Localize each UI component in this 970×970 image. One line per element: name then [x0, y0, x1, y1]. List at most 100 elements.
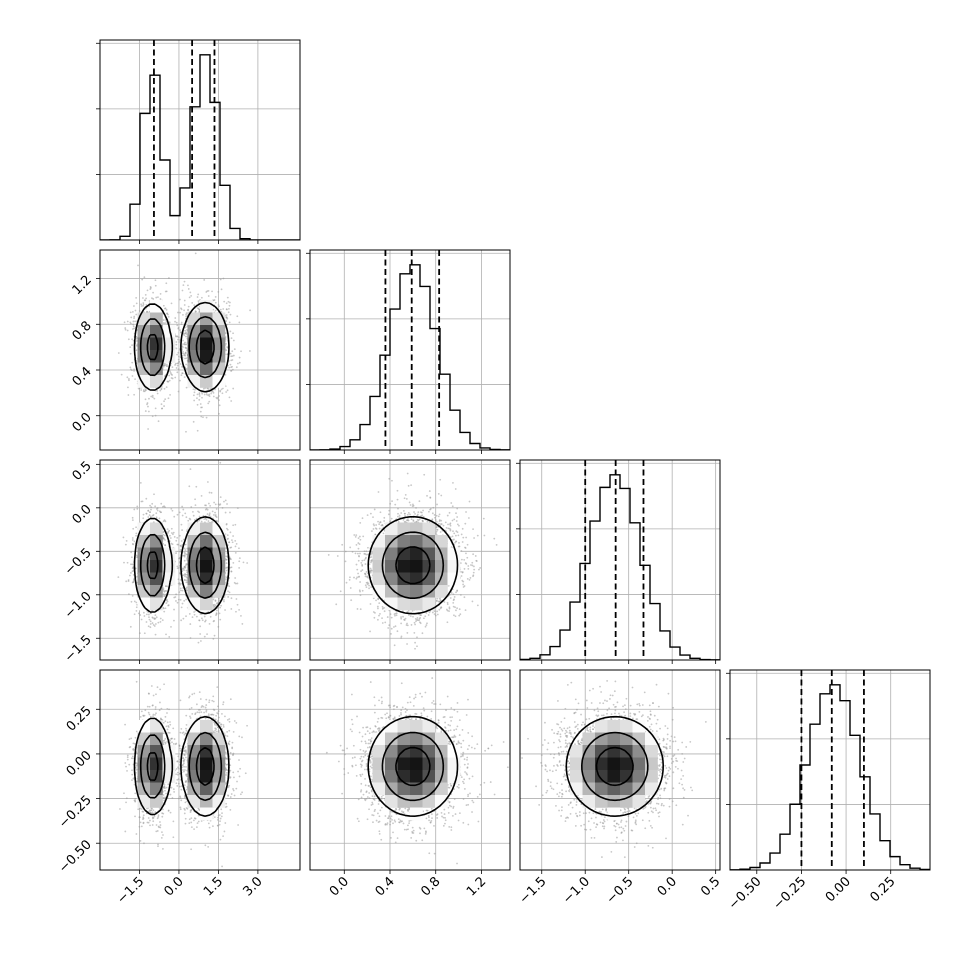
scatter-point	[232, 354, 235, 357]
scatter-point	[184, 329, 187, 332]
scatter-point	[162, 588, 165, 590]
scatter-point	[185, 516, 188, 519]
scatter-point	[151, 622, 154, 624]
scatter-point	[185, 598, 187, 601]
scatter-point	[184, 549, 187, 551]
scatter-point	[238, 361, 241, 364]
scatter-point	[219, 390, 222, 393]
scatter-point	[144, 398, 147, 401]
scatter-point	[191, 510, 194, 513]
scatter-point	[213, 501, 216, 504]
scatter-point	[212, 605, 215, 607]
scatter-point	[187, 519, 190, 522]
panel-frame	[309, 249, 511, 451]
scatter-point	[164, 364, 167, 367]
scatter-point	[131, 375, 134, 377]
scatter-point	[225, 578, 227, 581]
density-cell	[200, 337, 213, 351]
scatter-point	[198, 515, 201, 518]
scatter-point	[180, 589, 182, 592]
scatter-point	[221, 392, 224, 395]
density-cell	[162, 325, 176, 338]
scatter-point	[154, 407, 157, 410]
scatter-point	[206, 387, 209, 390]
scatter-point	[176, 353, 178, 356]
scatter-point	[178, 361, 180, 363]
scatter-point	[218, 395, 221, 397]
scatter-point	[208, 395, 211, 398]
scatter-point	[142, 302, 145, 304]
panel-frame	[99, 249, 301, 451]
scatter-point	[156, 392, 159, 395]
scatter-point	[238, 557, 241, 560]
scatter-point	[152, 617, 154, 619]
scatter-point	[160, 403, 163, 406]
scatter-point	[187, 305, 190, 308]
scatter-point	[200, 415, 203, 418]
scatter-point	[135, 532, 138, 535]
scatter-point	[201, 406, 203, 409]
scatter-point	[228, 366, 231, 369]
scatter-point	[164, 290, 167, 293]
scatter-point	[238, 609, 241, 611]
scatter-point	[185, 312, 188, 315]
scatter-point	[246, 562, 249, 564]
scatter-point	[125, 580, 128, 583]
scatter-point	[155, 616, 158, 619]
scatter-point	[182, 343, 184, 346]
scatter-point	[174, 376, 177, 379]
scatter-point	[181, 346, 184, 349]
scatter-point	[126, 329, 129, 332]
scatter-point	[179, 598, 182, 601]
scatter-point	[150, 395, 153, 398]
scatter-point	[214, 599, 217, 602]
scatter-point	[154, 633, 157, 636]
scatter-point	[149, 623, 152, 625]
scatter-point	[130, 563, 132, 566]
scatter-point	[153, 625, 156, 627]
scatter-point	[182, 538, 185, 541]
scatter-point	[249, 309, 251, 312]
scatter-point	[151, 396, 154, 399]
scatter-point	[143, 615, 146, 617]
scatter-point	[200, 617, 203, 620]
scatter-point	[182, 339, 184, 342]
scatter-point	[194, 504, 197, 507]
scatter-point	[208, 400, 211, 403]
scatter-point	[136, 508, 139, 510]
scatter-point	[183, 559, 186, 562]
scatter-point	[142, 513, 145, 516]
scatter-point	[161, 407, 163, 410]
scatter-point	[219, 461, 222, 464]
scatter-point	[176, 601, 179, 604]
scatter-point	[140, 303, 143, 306]
scatter-point	[199, 410, 202, 413]
scatter-point	[169, 372, 172, 374]
scatter-point	[175, 600, 177, 602]
scatter-point	[165, 308, 168, 311]
scatter-point	[151, 415, 154, 418]
scatter-point	[222, 277, 225, 280]
scatter-point	[209, 615, 212, 618]
scatter-point	[177, 338, 179, 341]
scatter-point	[228, 396, 231, 399]
scatter-point	[226, 389, 229, 392]
density-cell	[150, 337, 163, 351]
scatter-point	[203, 615, 206, 618]
density-cell	[200, 375, 213, 388]
scatter-point	[152, 298, 155, 300]
scatter-point	[132, 527, 135, 530]
scatter-point	[135, 313, 138, 316]
scatter-point	[142, 517, 145, 520]
scatter-point	[184, 357, 186, 360]
scatter-point	[133, 508, 136, 511]
scatter-point	[227, 596, 230, 598]
scatter-point	[230, 369, 233, 372]
scatter-point	[181, 589, 184, 592]
scatter-point	[162, 607, 165, 610]
scatter-point	[135, 302, 138, 305]
scatter-point	[129, 352, 132, 355]
scatter-point	[168, 277, 170, 279]
scatter-point	[212, 607, 215, 609]
scatter-point	[189, 291, 192, 294]
